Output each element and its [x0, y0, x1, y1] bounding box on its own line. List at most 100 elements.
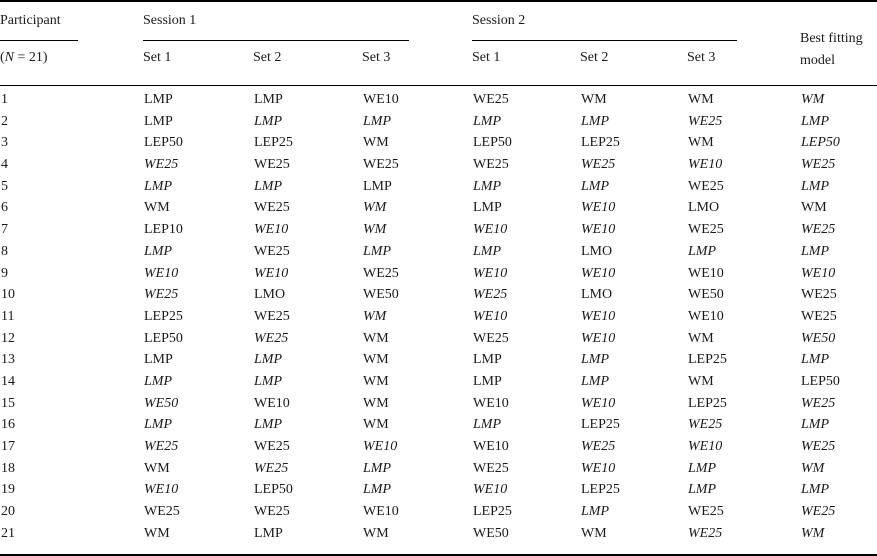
s1-set2-cell: LMO: [254, 287, 286, 303]
s2-set1-cell: WE10: [473, 308, 508, 324]
s1-set1-cell: LEP50: [144, 330, 183, 346]
participant-number: 9: [1, 265, 8, 281]
s2-set3-cell: WE10: [688, 308, 724, 324]
s2-set1-cell: WE25: [473, 92, 509, 107]
s1-set3-cell: WM: [363, 222, 387, 238]
s2-set3-cell: WM: [688, 92, 714, 107]
participant-number: 1: [1, 92, 8, 107]
s1-set3-header: Set 3: [362, 50, 391, 65]
best-fitting-model-label: Best fitting model: [800, 31, 863, 68]
s1-set3-cell: LMP: [363, 113, 391, 129]
s2-set2-cell: WM: [581, 525, 607, 541]
participant-number: 2: [1, 113, 8, 129]
s1-set2-cell: LMP: [254, 373, 282, 389]
s1-set1-cell: WE10: [144, 265, 179, 281]
s1-set1-cell: WE25: [144, 287, 179, 303]
s2-set3-cell: WM: [688, 373, 714, 389]
n-symbol: N: [4, 50, 15, 65]
s2-set1-cell: LMP: [473, 352, 502, 368]
session1-rule: [143, 40, 409, 41]
participant-number: 20: [1, 504, 15, 520]
s1-set2-cell: WE10: [254, 222, 289, 238]
s1-set1-cell: LMP: [144, 243, 172, 259]
s1-set3-cell: LMP: [363, 460, 391, 476]
s2-set3-cell: WM: [688, 135, 714, 151]
s2-set3-cell: WE25: [688, 113, 723, 129]
best-fitting-cell: LMP: [801, 178, 829, 194]
s2-set3-cell: LMP: [688, 460, 716, 476]
s1-set3-cell: WM: [363, 525, 389, 541]
s2-set2-cell: WE10: [581, 460, 616, 476]
participant-number: 16: [1, 417, 15, 433]
s2-set2-cell: LMP: [581, 504, 609, 520]
table-row: 16 LMP LMP WM LMP LEP25 WE25 LMP: [0, 414, 877, 436]
s2-set1-cell: WE10: [473, 395, 509, 411]
participant-number: 11: [1, 308, 15, 324]
participant-number: 21: [1, 525, 15, 541]
s1-set1-cell: LMP: [144, 373, 172, 389]
s1-set3-cell: WM: [363, 395, 389, 411]
s2-set2-cell: WE10: [581, 222, 616, 238]
participant-number: 5: [1, 178, 8, 194]
participant-number: 7: [1, 222, 8, 238]
best-fitting-cell: WE25: [801, 308, 837, 324]
s1-set1-cell: LMP: [144, 92, 173, 107]
s2-set1-cell: WE10: [473, 222, 508, 238]
s2-set1-cell: WE25: [473, 287, 508, 303]
best-fitting-cell: WE25: [801, 395, 836, 411]
s1-set2-cell: LEP50: [254, 482, 293, 498]
session2-label: Session 2: [472, 13, 526, 28]
best-fitting-cell: WE10: [801, 265, 836, 281]
s1-set1-cell: LEP25: [144, 308, 183, 324]
header-group-row: Participant Session 1 Session 2: [0, 2, 877, 41]
best-fitting-cell: WM: [801, 460, 825, 476]
best-fitting-cell: WE25: [801, 439, 836, 454]
s2-set2-header: Set 2: [580, 50, 609, 65]
s2-set3-cell: WE25: [688, 417, 723, 433]
s1-set3-cell: WM: [363, 308, 387, 324]
s1-set2-cell: WE25: [254, 157, 290, 173]
s2-set2-cell: WE10: [581, 395, 616, 411]
s1-set2-cell: LMP: [254, 178, 282, 194]
s1-set2-cell: LMP: [254, 352, 282, 368]
best-fitting-cell: WE25: [801, 504, 836, 520]
s1-set2-cell: LMP: [254, 113, 282, 129]
s1-set1-cell: WE10: [144, 482, 179, 498]
s2-set2-cell: LMO: [581, 287, 613, 303]
s2-set2-cell: WE10: [581, 265, 616, 281]
s2-set1-cell: LEP50: [473, 135, 512, 151]
table-row: 7 LEP10 WE10 WM WE10 WE10 WE25 WE25: [0, 219, 877, 241]
s1-set1-cell: WM: [144, 525, 170, 541]
participant-number: 15: [1, 395, 15, 411]
s1-set3-cell: WM: [363, 352, 389, 368]
s2-set1-cell: LMP: [473, 243, 501, 259]
s2-set3-cell: LEP25: [688, 395, 727, 411]
s1-set1-cell: LMP: [144, 178, 172, 194]
s1-set1-cell: WE25: [144, 439, 179, 454]
s1-set2-cell: WE10: [254, 395, 290, 411]
best-fitting-cell: LMP: [801, 352, 829, 368]
s1-set2-cell: LMP: [254, 92, 283, 107]
s1-set2-header: Set 2: [253, 50, 282, 65]
participant-number: 12: [1, 330, 15, 346]
s2-set3-cell: LMP: [688, 243, 716, 259]
best-fitting-cell: WM: [801, 525, 825, 541]
s2-set3-cell: WE50: [688, 287, 724, 303]
s2-set3-cell: LEP25: [688, 352, 727, 368]
s2-set1-cell: WE25: [473, 330, 509, 346]
s1-set2-cell: LMP: [254, 417, 282, 433]
participant-label: Participant: [0, 13, 61, 28]
count-value: = 21): [14, 50, 48, 65]
session2-header-cell: Session 2: [472, 2, 800, 41]
best-fitting-cell: WE50: [801, 330, 836, 346]
s2-set2-cell: WE25: [581, 439, 616, 454]
table-row: 2 LMP LMP LMP LMP LMP WE25 LMP: [0, 111, 877, 133]
table-row: 9 WE10 WE10 WE25 WE10 WE10 WE10 WE10: [0, 263, 877, 285]
table-row: 21 WM LMP WM WE50 WM WE25 WM: [0, 523, 877, 545]
s2-set3-header: Set 3: [687, 50, 716, 65]
s1-set3-cell: WE25: [363, 265, 399, 281]
s1-set3-cell: WM: [363, 330, 389, 346]
s1-set1-cell: LMP: [144, 417, 172, 433]
s1-set3-cell: LMP: [363, 482, 391, 498]
best-fitting-cell: LMP: [801, 482, 829, 498]
